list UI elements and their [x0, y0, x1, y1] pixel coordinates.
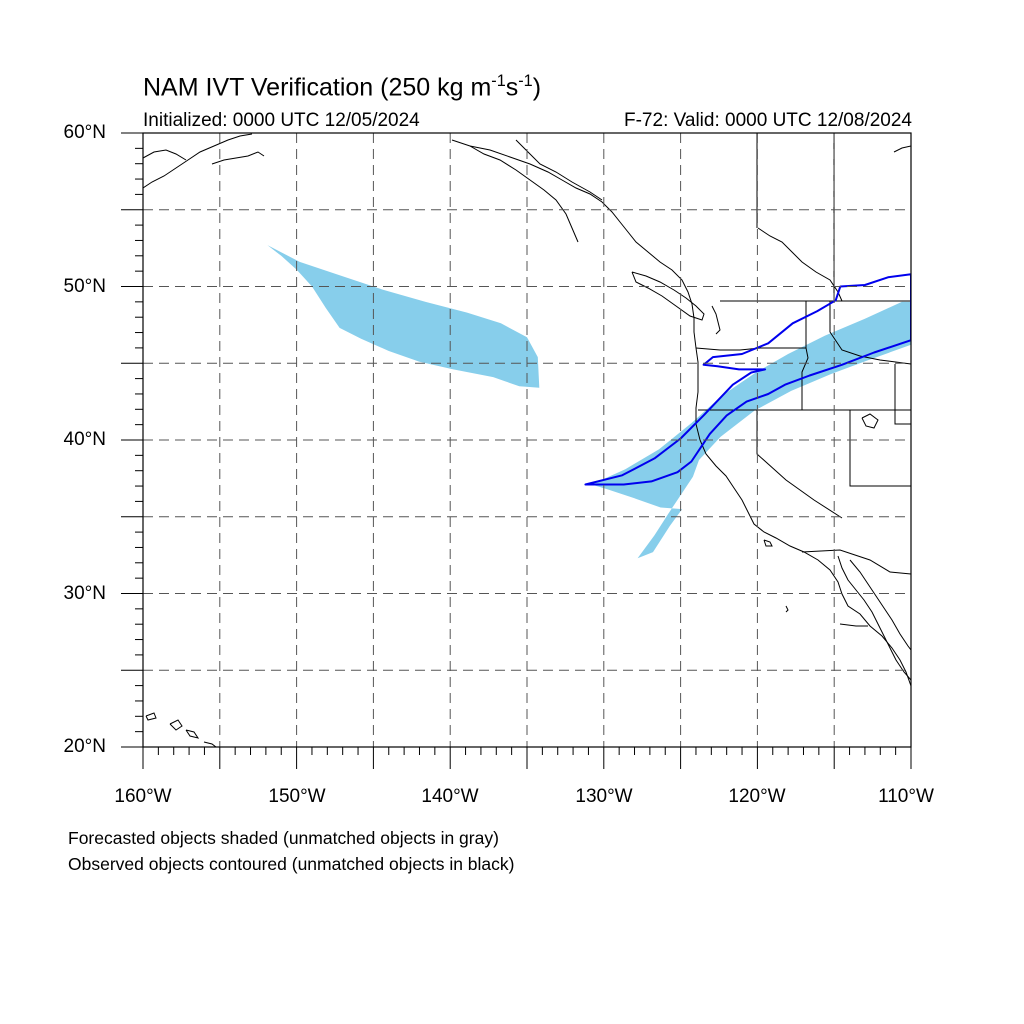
lat-label-60n: 60°N	[63, 122, 106, 143]
footnote-forecast: Forecasted objects shaded (unmatched obj…	[68, 828, 499, 848]
title-mid: s	[505, 73, 519, 102]
north-pacific-forecast-object	[267, 245, 540, 388]
lon-label-140w: 140°W	[421, 786, 479, 807]
border-montana	[829, 301, 911, 365]
hawaii-islands	[145, 712, 157, 721]
hawaii-island-4	[203, 741, 217, 747]
hawaii-island-2	[169, 719, 183, 731]
lat-label-20n: 20°N	[63, 736, 106, 757]
lon-label-150w: 150°W	[268, 786, 326, 807]
border-nv-east	[849, 410, 911, 487]
border-canada-alaska	[515, 139, 603, 201]
coastline-mainland-mexico	[849, 559, 911, 651]
vancouver-island	[631, 271, 705, 321]
puget-sound	[711, 305, 721, 335]
initialized-label: Initialized: 0000 UTC 12/05/2024	[143, 110, 420, 131]
lon-label-130w: 130°W	[575, 786, 633, 807]
figure-title: NAM IVT Verification (250 kg m-1s-1)	[143, 72, 541, 102]
border-baja	[839, 623, 868, 627]
lat-label-50n: 50°N	[63, 276, 106, 297]
coastline-north-america	[451, 139, 911, 687]
title-sup-2: -1	[518, 72, 533, 90]
hudson-bay-edge	[893, 145, 911, 153]
lon-label-110w: 110°W	[878, 786, 934, 807]
border-idaho-west	[801, 301, 809, 410]
lon-label-120w: 120°W	[728, 786, 786, 807]
lat-label-40n: 40°N	[63, 429, 106, 450]
forecast-objects	[267, 245, 911, 559]
aleutian-islands	[211, 151, 265, 165]
title-end: )	[532, 73, 542, 102]
coastline-southeast-alaska	[469, 145, 579, 243]
title-text: NAM IVT Verification (250 kg m	[143, 73, 492, 102]
border-wy	[894, 364, 911, 425]
coastline-alaska	[143, 133, 253, 189]
axis-ticks	[121, 132, 912, 769]
border-mexico-us	[801, 549, 911, 575]
lon-label-160w: 160°W	[114, 786, 172, 807]
title-sup-1: -1	[491, 72, 506, 90]
lat-label-30n: 30°N	[63, 583, 106, 604]
border-bc-alberta	[757, 227, 843, 302]
atmospheric-river-forecast-object	[591, 301, 911, 559]
border-wa-or	[695, 347, 806, 351]
coastline-alaska-peninsula	[143, 149, 187, 161]
hawaii-island-3	[185, 729, 200, 739]
channel-islands	[763, 539, 773, 547]
valid-time-label: F-72: Valid: 0000 UTC 12/08/2024	[624, 110, 912, 131]
great-salt-lake	[861, 413, 879, 429]
footnote-observed: Observed objects contoured (unmatched ob…	[68, 854, 515, 874]
lat-lon-grid	[143, 133, 911, 747]
coastline-baja-gulf	[837, 555, 911, 681]
guadalupe-island	[785, 605, 789, 613]
